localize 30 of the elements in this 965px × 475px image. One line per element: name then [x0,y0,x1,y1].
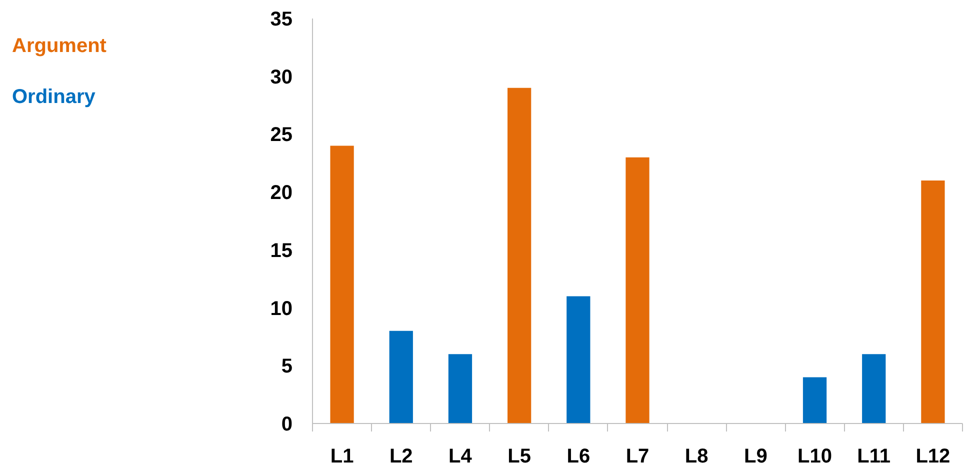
y-tick-label: 10 [270,298,293,320]
bar [802,377,827,424]
x-tick-label: L2 [389,446,413,468]
x-tick-label: L12 [916,446,950,468]
y-tick-label: 15 [270,240,293,262]
x-tick-label: L5 [508,446,531,468]
x-tick-label: L9 [744,446,768,468]
x-tick-label: L10 [798,446,832,468]
bar [330,146,354,424]
text: Ordinary [12,84,96,110]
x-tick-label: L11 [857,446,891,468]
bar [626,157,650,424]
text: Argument [12,34,106,59]
x-tick-label: L4 [448,446,473,468]
x-tick-label: L6 [566,446,590,468]
y-tick-label: 30 [270,66,293,88]
bar [862,354,886,424]
bar [508,88,532,424]
y-tick-label: 5 [281,356,292,378]
x-tick-label: L8 [684,446,708,468]
bar [566,296,590,424]
bar [389,330,413,424]
y-tick-label: 0 [281,414,292,436]
x-tick-label: L1 [330,446,354,468]
x-tick-label: L7 [626,446,650,468]
bar [921,180,945,424]
y-tick-label: 25 [270,124,293,146]
bar [448,354,472,424]
y-tick-label: 20 [270,182,293,204]
y-tick-label: 35 [270,8,293,30]
